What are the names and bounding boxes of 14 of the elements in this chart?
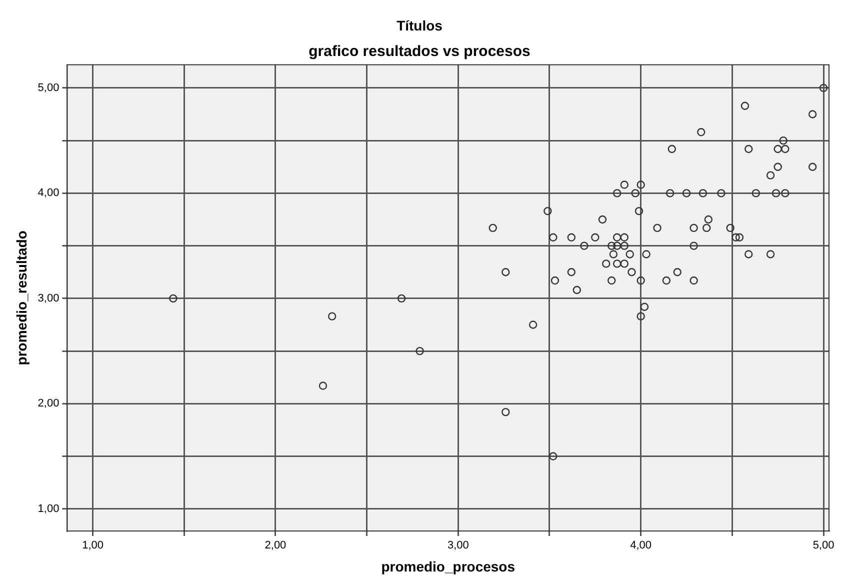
x-axis-title: promedio_procesos [381, 558, 516, 574]
x-tick-label: 3,00 [447, 540, 469, 552]
x-tick-label: 4,00 [630, 540, 652, 552]
x-tick-label: 1,00 [82, 540, 104, 552]
chart-subtitle: grafico resultados vs procesos [308, 42, 530, 60]
x-tick-label: 2,00 [264, 540, 286, 552]
chart-title: Títulos [396, 17, 443, 34]
x-tick-label: 5,00 [812, 540, 834, 552]
y-tick-label: 3,00 [38, 292, 60, 304]
y-tick-label: 1,00 [38, 502, 60, 515]
y-axis-title: promedio_resultado [13, 230, 30, 366]
y-tick-label: 4,00 [38, 187, 60, 200]
y-tick-label: 5,00 [38, 82, 60, 94]
y-tick-label: 2,00 [38, 398, 60, 410]
